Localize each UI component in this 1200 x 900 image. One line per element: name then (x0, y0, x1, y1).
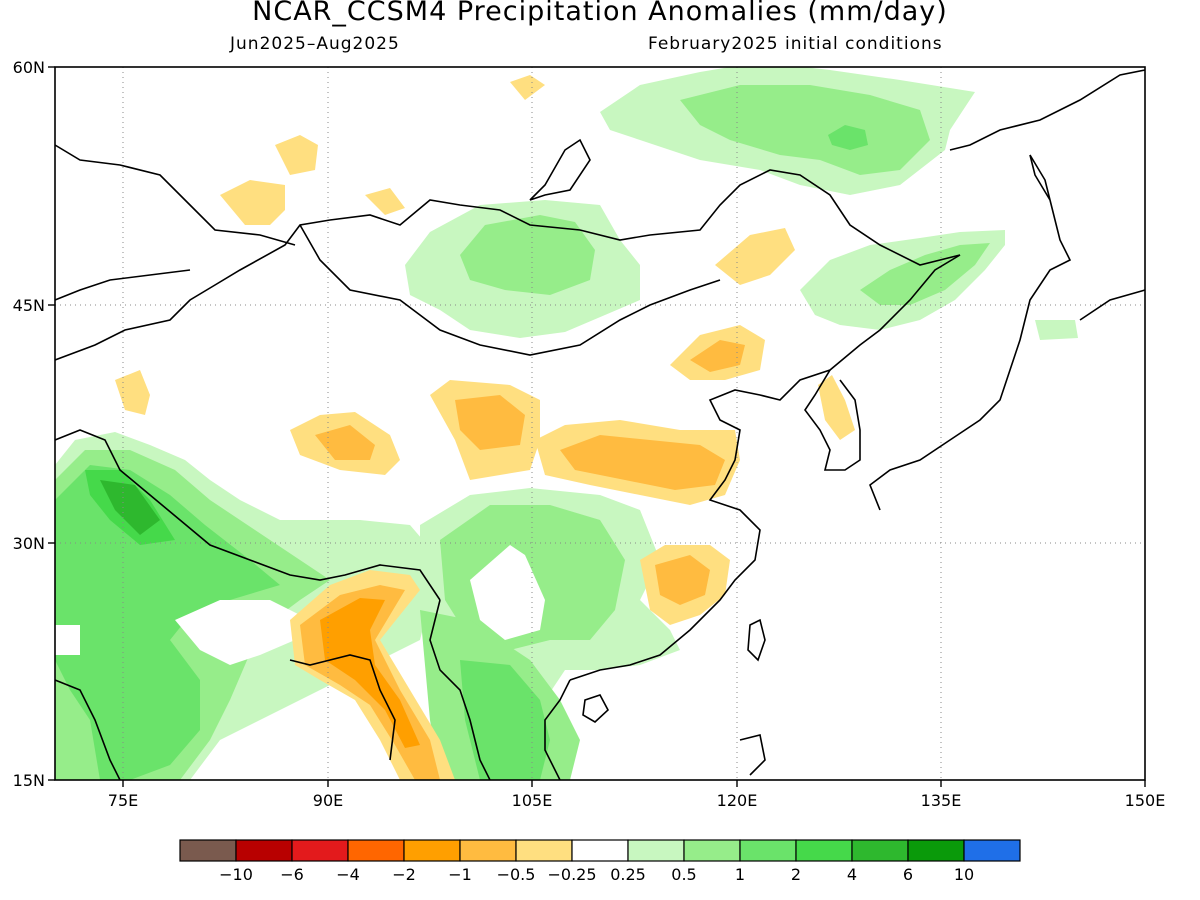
colorbar-label: 0.25 (610, 865, 646, 884)
anomaly-shading (55, 67, 1078, 780)
anomaly-central-india-neutral (175, 600, 300, 665)
lon-label-120e: 120E (717, 791, 758, 810)
lon-label-105e: 105E (512, 791, 553, 810)
coastlines-borders (55, 69, 1145, 780)
colorbar-swatch (515, 839, 573, 862)
anomaly-baikal-dry (510, 75, 545, 100)
lat-label-45n: 45N (13, 296, 45, 315)
colorbar-label: −0.25 (547, 865, 596, 884)
anomaly-kazakh-dry (275, 135, 318, 175)
lon-label-135e: 135E (921, 791, 962, 810)
anomaly-yellow-river-dry-2 (455, 395, 525, 450)
map-title: NCAR_CCSM4 Precipitation Anomalies (mm/d… (252, 0, 948, 27)
colorbar-label: 6 (903, 865, 913, 884)
plot-frame (54, 66, 1146, 781)
colorbar-label: −2 (392, 865, 416, 884)
colorbar-label: −0.5 (497, 865, 536, 884)
lon-label-75e: 75E (108, 791, 138, 810)
anomaly-tarim-dry-2 (315, 425, 375, 460)
colorbar-swatch (235, 839, 293, 862)
colorbar-label: −4 (336, 865, 360, 884)
anomaly-west-kaz-dry (115, 370, 150, 415)
colorbar-swatch (347, 839, 405, 862)
forecast-period: Jun2025–Aug2025 (230, 34, 400, 54)
colorbar-swatch (627, 839, 685, 862)
anomaly-korea-dry (818, 375, 855, 440)
colorbar-label: 1 (735, 865, 745, 884)
colorbar-label: −1 (448, 865, 472, 884)
anomaly-india-west-neutral (55, 625, 80, 655)
lat-lon-grid (55, 67, 1145, 780)
colorbar-swatch (907, 839, 965, 862)
anomaly-siberia-wet-3 (828, 125, 868, 150)
anomaly-nechina-dry (715, 228, 795, 285)
colorbar-swatch (851, 839, 909, 862)
colorbar-label: −10 (219, 865, 253, 884)
anomaly-india-wet-3 (55, 465, 280, 780)
colorbar-swatch (683, 839, 741, 862)
colorbar-swatch (963, 839, 1021, 862)
lon-label-90e: 90E (313, 791, 343, 810)
anomaly-myanmar-dry-3 (320, 598, 420, 748)
anomaly-inner-mongolia-dry-2 (690, 340, 745, 372)
colorbar-swatch (459, 839, 517, 862)
anomaly-s-china-neutral (470, 545, 545, 640)
colorbar-swatch (403, 839, 461, 862)
colorbar: −10 −6 −4 −2 −1 −0.5 −0.25 0.25 0.5 1 2 4 6 10 (179, 839, 1021, 884)
anomaly-india-wet-5 (100, 480, 160, 535)
lat-label-60n: 60N (13, 58, 45, 77)
anomaly-altai-dry (365, 188, 405, 215)
anomaly-indochina-wet-2 (460, 660, 550, 780)
lat-label-15n: 15N (13, 771, 45, 790)
lat-label-30n: 30N (13, 534, 45, 553)
colorbar-label: 10 (954, 865, 974, 884)
anomaly-ural-dry (220, 180, 285, 225)
anomaly-se-china-dry-2 (655, 555, 710, 605)
colorbar-label: 2 (791, 865, 801, 884)
anomaly-manchuria-wet-2 (860, 243, 990, 305)
colorbar-swatch (571, 839, 629, 862)
anomaly-n-china-dry-2 (560, 435, 725, 490)
colorbar-label: 4 (847, 865, 857, 884)
axis-ticks (48, 66, 1146, 787)
colorbar-swatch (291, 839, 349, 862)
colorbar-label: 0.5 (671, 865, 696, 884)
initial-conditions-label: February2025 initial conditions (648, 34, 943, 54)
colorbar-swatch (739, 839, 797, 862)
anomaly-japan-wet (1035, 320, 1078, 340)
colorbar-swatch (179, 839, 237, 862)
anomaly-mongolia-wet-2 (460, 215, 595, 295)
lon-label-150e: 150E (1125, 791, 1166, 810)
colorbar-label: −6 (280, 865, 304, 884)
anomaly-siberia-wet-2 (680, 85, 930, 175)
colorbar-swatch (795, 839, 853, 862)
